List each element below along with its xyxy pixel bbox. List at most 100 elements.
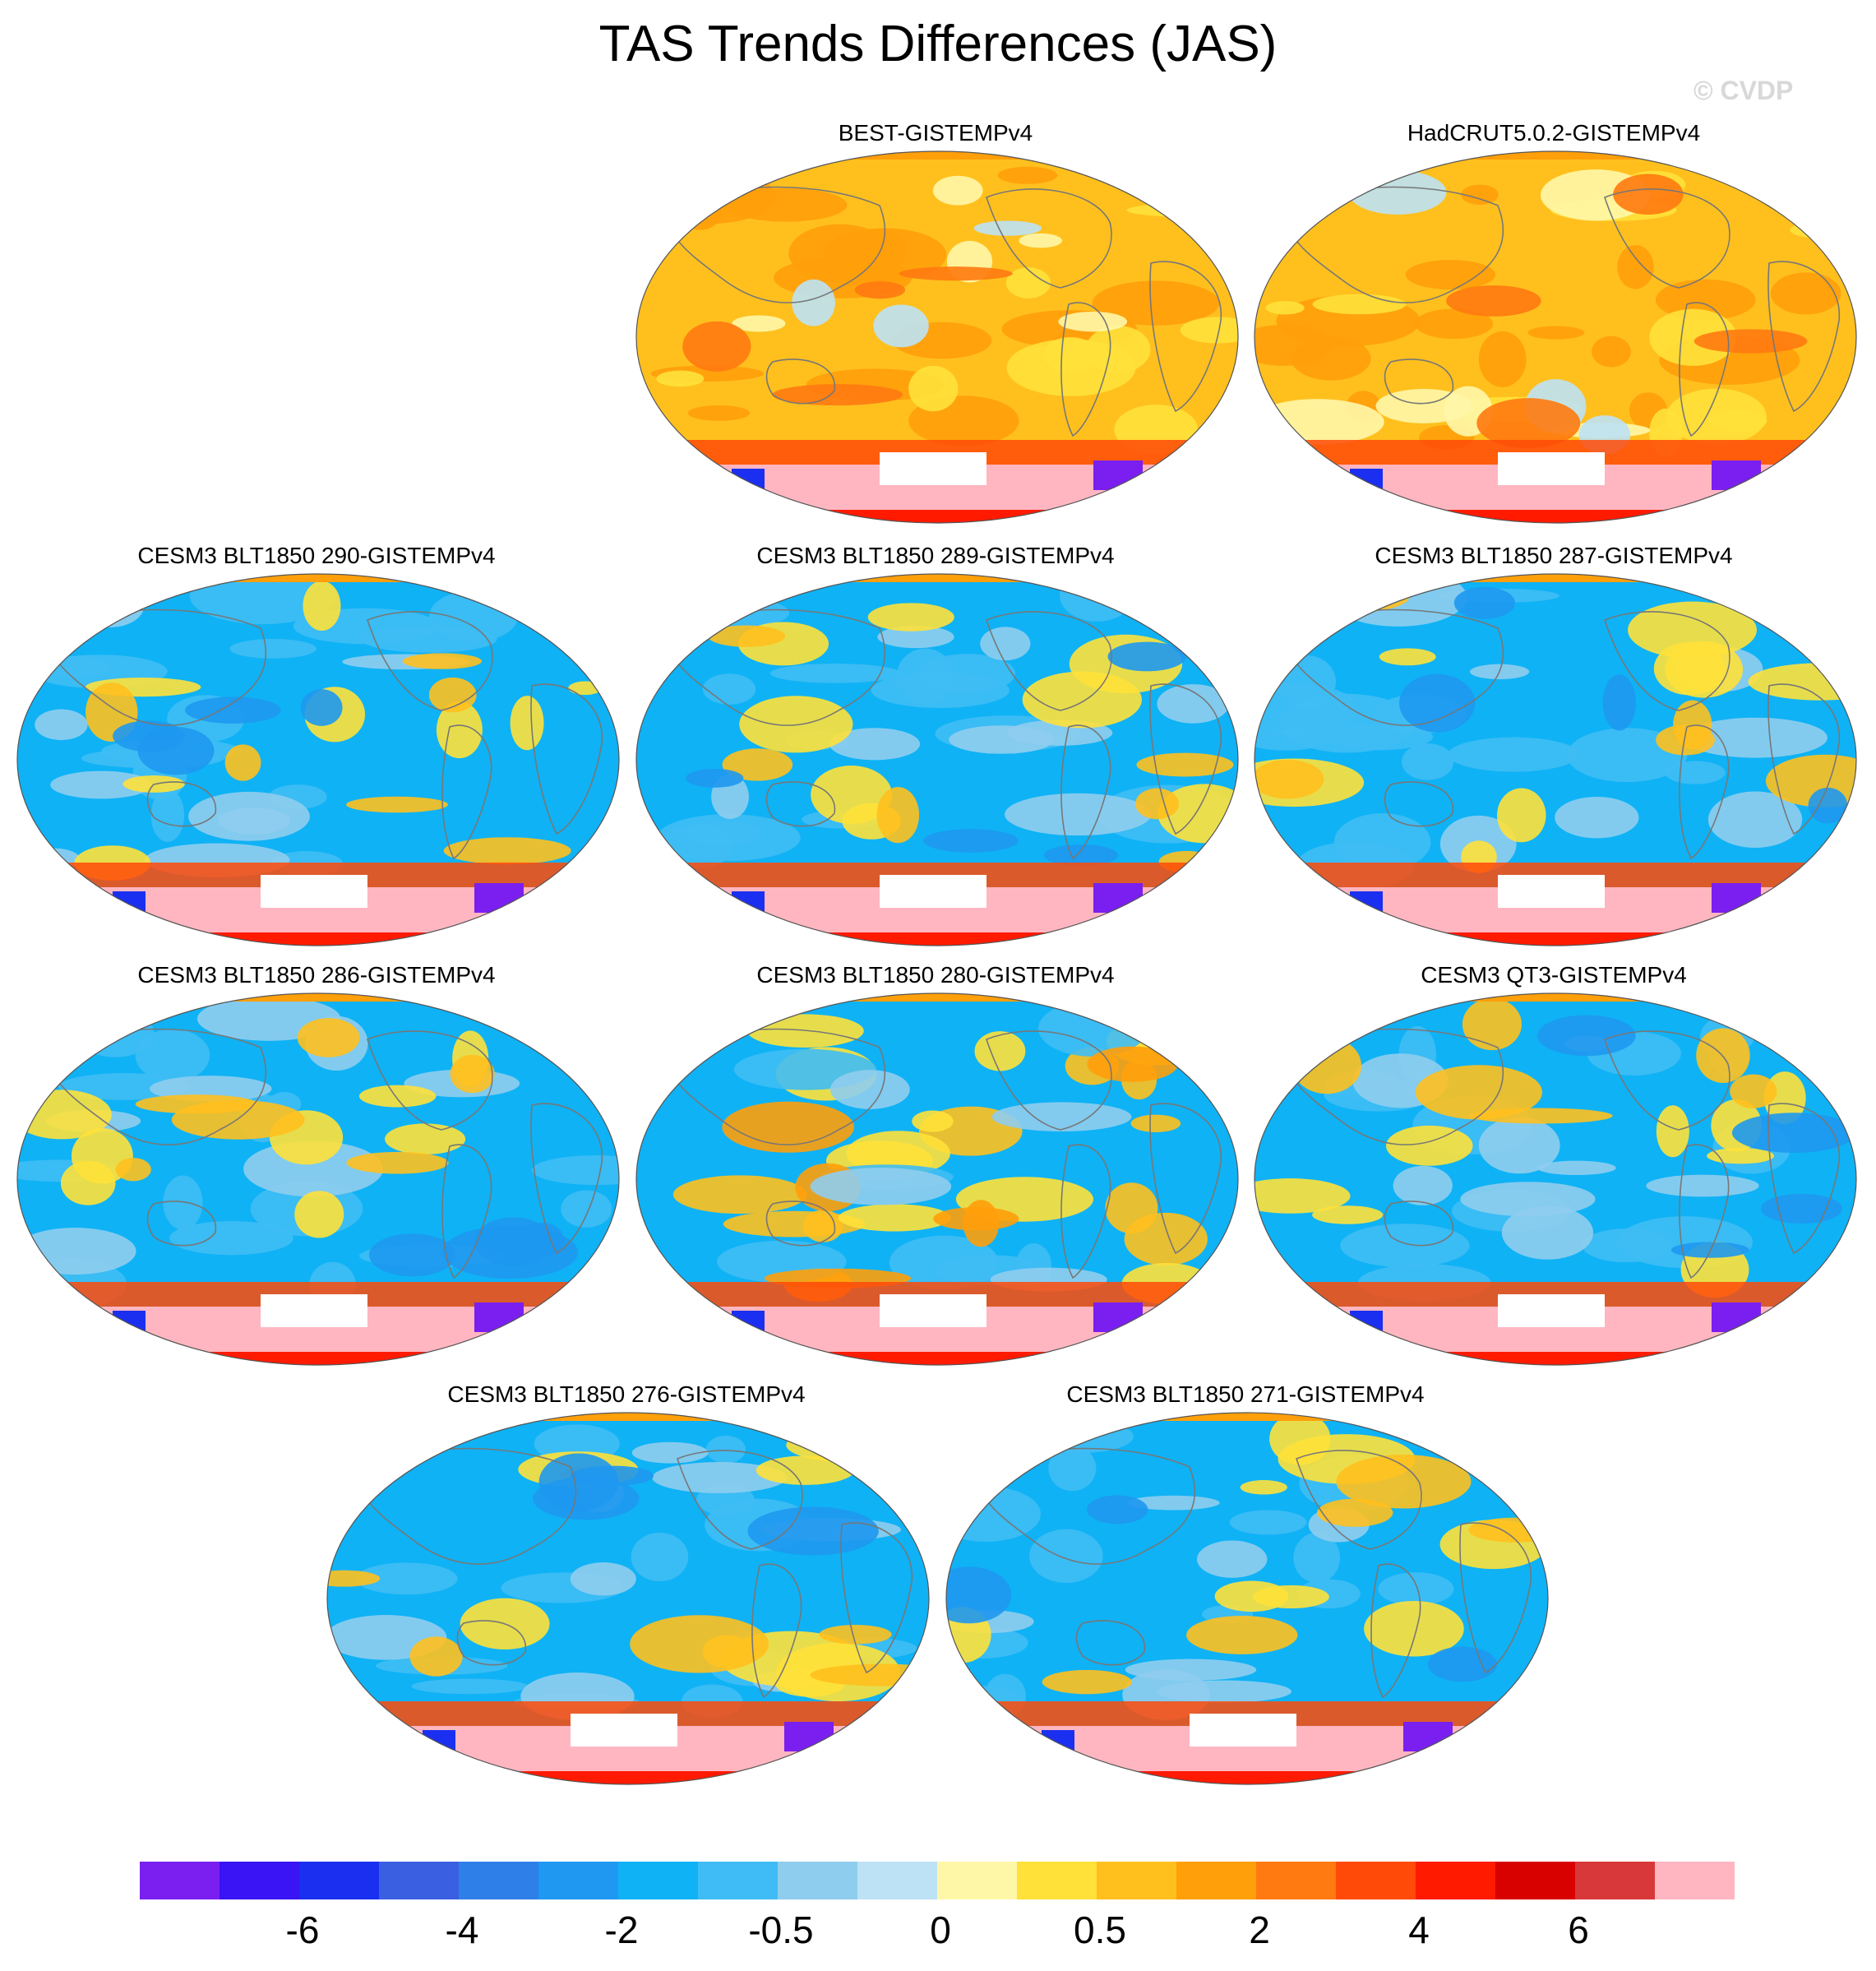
colorbar-swatch [1336, 1862, 1416, 1899]
field-blob [113, 720, 185, 752]
panel-title-5: CESM3 BLT1850 287-GISTEMPv4 [1375, 543, 1733, 568]
field-blob [1272, 575, 1324, 632]
colorbar-label-4: -0.5 [748, 1909, 814, 1951]
colorbar-swatch [299, 1862, 380, 1899]
panel-title-1: BEST-GISTEMPv4 [838, 120, 1033, 146]
eurasia-outline [665, 608, 886, 726]
field-blob [1005, 793, 1152, 836]
map-border [16, 992, 620, 1366]
field-blob [224, 744, 261, 781]
missing-data-region [1498, 1294, 1605, 1327]
south-america-outline [1370, 1563, 1421, 1699]
field-blob [1048, 1445, 1097, 1492]
africa-outline [1459, 1522, 1532, 1674]
field-blob [631, 1441, 709, 1464]
field-blob [450, 1054, 495, 1094]
missing-data-region [261, 875, 367, 908]
map-panel-7 [635, 992, 1239, 1366]
field-blob [1119, 156, 1236, 194]
field-blob [724, 187, 848, 222]
field-blob [867, 603, 954, 632]
field-blob [300, 689, 343, 726]
figure-title: TAS Trends Differences (JAS) [598, 16, 1278, 72]
field-blob [568, 681, 603, 696]
south-america-outline [1679, 724, 1730, 860]
south-america-outline [1679, 1144, 1730, 1279]
colorbar-label-1: -6 [285, 1909, 320, 1951]
field-blob [1340, 1224, 1470, 1268]
colorbar-swatch [1017, 1862, 1097, 1899]
field-blob [1214, 1580, 1289, 1612]
field-blob [1684, 717, 1827, 758]
field-blob [1379, 648, 1436, 666]
africa-outline [1149, 683, 1222, 835]
map-border [16, 573, 620, 946]
field-blob [838, 1204, 951, 1232]
field-blob [1393, 1165, 1453, 1205]
colorbar-label-8: 4 [1408, 1909, 1430, 1951]
map-border [1254, 573, 1857, 946]
field-blob [369, 1233, 456, 1277]
africa-outline [1149, 1103, 1222, 1255]
field-blob [171, 1100, 305, 1140]
antarctic-cold-patch [1350, 891, 1383, 916]
eurasia-outline [975, 1447, 1196, 1565]
field-blob [436, 701, 483, 759]
field-blob [1312, 1205, 1384, 1224]
field-blob [1462, 998, 1523, 1051]
colorbar-swatch [1495, 1862, 1576, 1899]
field-blob [1022, 671, 1142, 729]
colorbar-swatch [778, 1862, 858, 1899]
field-blob [428, 677, 477, 713]
field-blob [409, 1636, 463, 1677]
field-blob [385, 1123, 466, 1155]
antarctic-edge [1255, 1352, 1856, 1365]
antarctic-cold-patch [1042, 1730, 1074, 1755]
map-border [945, 1412, 1549, 1785]
australia-outline [1075, 1620, 1146, 1666]
colorbar [140, 1862, 1735, 1899]
australia-outline [1384, 781, 1454, 827]
field-blob [792, 279, 835, 326]
colorbar-label-9: 6 [1568, 1909, 1589, 1951]
arctic-band [636, 574, 1238, 582]
north-america-outline [986, 611, 1112, 711]
field-blob [755, 1455, 855, 1485]
panel-title-9: CESM3 BLT1850 276-GISTEMPv4 [447, 1381, 806, 1407]
field-blob [732, 315, 786, 332]
missing-data-region [880, 452, 987, 485]
field-blob [1401, 743, 1454, 780]
africa-outline [1149, 261, 1222, 413]
field-blob [672, 1175, 807, 1215]
field-blob [1646, 1174, 1759, 1197]
field-blob [923, 829, 1019, 853]
field-blob [687, 405, 751, 421]
australia-outline [765, 781, 836, 827]
field-blob [747, 1506, 879, 1556]
map-panel-5 [1254, 573, 1857, 946]
field-blob [1019, 233, 1062, 248]
field-blob [1446, 285, 1541, 317]
field-blob [702, 673, 756, 705]
colorbar-label-3: -2 [604, 1909, 639, 1951]
field-blob [1707, 791, 1803, 849]
antarctic-edge [636, 510, 1238, 523]
field-blob [533, 1477, 640, 1520]
australia-outline [1384, 359, 1454, 405]
field-blob [243, 1140, 384, 1197]
south-america-outline [441, 724, 492, 860]
antarctic-edge [636, 1352, 1238, 1365]
map-panel-8 [1254, 992, 1857, 1366]
south-america-outline [1060, 724, 1111, 860]
field-blob [873, 304, 929, 348]
north-america-outline [986, 188, 1112, 289]
map-panel-6 [16, 992, 620, 1366]
field-blob [1255, 759, 1324, 799]
field-blob [1364, 1600, 1464, 1657]
field-blob [1656, 1105, 1689, 1158]
field-blob [1186, 1616, 1298, 1654]
missing-data-region [1190, 1714, 1296, 1747]
field-blob [1537, 1015, 1636, 1057]
field-blob [811, 766, 893, 824]
field-blob [218, 807, 290, 835]
